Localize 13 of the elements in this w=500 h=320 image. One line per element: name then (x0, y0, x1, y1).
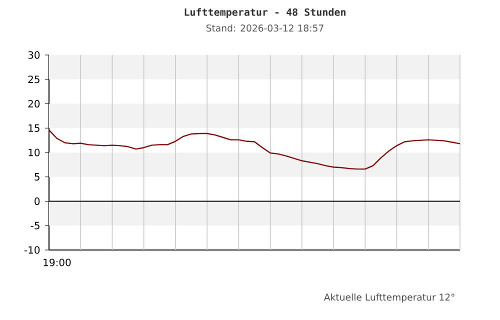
y-tick-label: 10 (28, 148, 40, 156)
y-tick-label: -10 (24, 246, 40, 254)
y-tick-label: 20 (28, 100, 40, 108)
y-tick-label: 25 (28, 76, 40, 84)
y-tick-label: 15 (28, 124, 40, 132)
y-tick-label: 0 (34, 197, 40, 206)
chart-title: Lufttemperatur - 48 Stunden (184, 8, 346, 18)
text: 19:00 (44, 258, 71, 266)
y-tick-label: 5 (34, 173, 40, 181)
chart-subtitle: Stand: 2026-03-12 18:57 (206, 24, 324, 32)
y-tick-label: -5 (30, 222, 40, 230)
y-tick-label: 30 (28, 51, 40, 59)
text: Aktuelle Lufttemperatur 12° (324, 293, 454, 303)
